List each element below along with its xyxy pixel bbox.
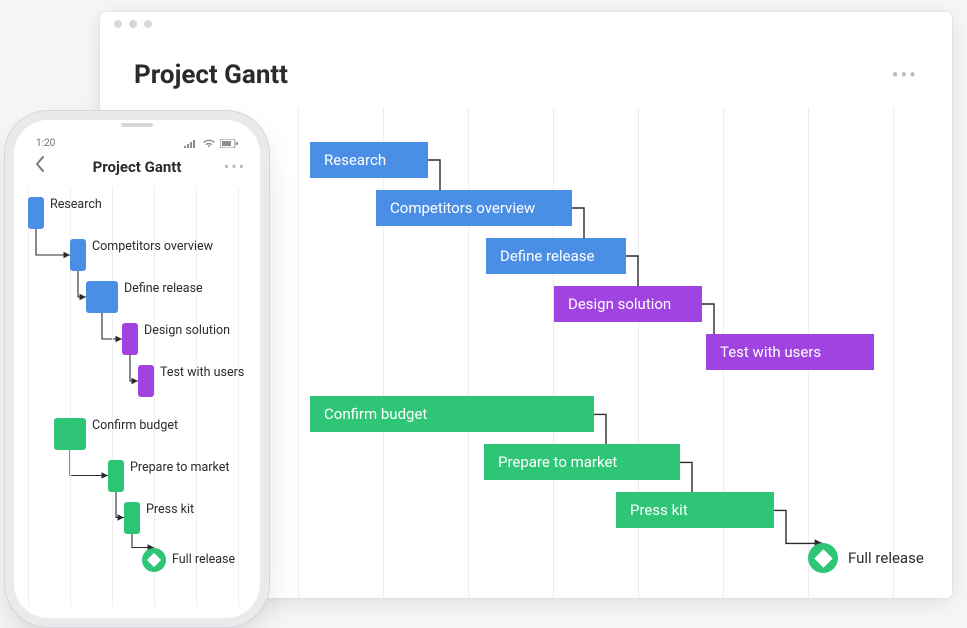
traffic-dot [129, 20, 137, 28]
gantt-task-bar[interactable] [124, 502, 140, 534]
task-label: Prepare to market [130, 460, 229, 475]
phone-more-button[interactable]: ••• [224, 157, 244, 176]
task-label: Define release [124, 281, 203, 296]
phone-notch-area [14, 120, 260, 132]
task-label: Confirm budget [324, 405, 427, 423]
gantt-task-bar[interactable]: Design solution [554, 286, 702, 322]
status-time: 1:20 [36, 138, 55, 149]
chevron-left-icon [35, 156, 45, 172]
phone-page-title: Project Gantt [93, 158, 182, 176]
phone-device: 1:20 Project Gantt ••• Research Competito… [14, 120, 260, 618]
task-label: Competitors overview [390, 199, 535, 217]
battery-icon [220, 139, 238, 148]
signal-icon [184, 139, 198, 148]
task-label: Define release [500, 247, 594, 265]
task-label: Prepare to market [498, 453, 617, 471]
milestone[interactable]: Full release [808, 543, 924, 573]
phone-status-bar: 1:20 [14, 132, 260, 154]
task-label: Competitors overview [92, 239, 213, 254]
gantt-task-bar[interactable] [108, 460, 124, 492]
gantt-task-bar[interactable]: Prepare to market [484, 444, 680, 480]
milestone-label: Full release [172, 552, 235, 567]
milestone-icon [808, 543, 838, 573]
task-label: Test with users [720, 343, 821, 361]
status-icons [184, 139, 238, 148]
task-label: Research [50, 197, 102, 212]
gantt-task-bar[interactable] [54, 418, 86, 450]
gantt-task-bar[interactable] [28, 197, 44, 229]
phone-gantt-chart: Research Competitors overview Define relea… [14, 187, 260, 607]
task-label: Press kit [146, 502, 194, 517]
gantt-task-bar[interactable]: Define release [486, 238, 626, 274]
traffic-dot [144, 20, 152, 28]
phone-speaker [107, 120, 167, 130]
gantt-task-bar[interactable] [138, 365, 154, 397]
task-label: Test with users [160, 365, 244, 380]
task-label: Research [324, 151, 386, 169]
window-traffic-lights [100, 12, 952, 36]
gantt-task-bar[interactable]: Confirm budget [310, 396, 594, 432]
gantt-task-bar[interactable]: Research [310, 142, 428, 178]
page-title: Project Gantt [134, 60, 288, 90]
task-label: Design solution [568, 295, 671, 313]
traffic-dot [114, 20, 122, 28]
task-label: Design solution [144, 323, 230, 338]
back-button[interactable] [30, 156, 50, 177]
gantt-task-bar[interactable] [70, 239, 86, 271]
gantt-task-bar[interactable]: Test with users [706, 334, 874, 370]
gantt-task-bar[interactable] [122, 323, 138, 355]
gantt-task-bar[interactable]: Competitors overview [376, 190, 572, 226]
gantt-task-bar[interactable] [86, 281, 118, 313]
window-header: Project Gantt ••• [100, 36, 952, 96]
phone-header: Project Gantt ••• [14, 154, 260, 183]
task-label: Press kit [630, 501, 688, 519]
more-menu-button[interactable]: ••• [892, 63, 918, 87]
gantt-task-bar[interactable]: Press kit [616, 492, 774, 528]
milestone-icon[interactable] [142, 548, 166, 572]
milestone-label: Full release [848, 549, 924, 567]
wifi-icon [202, 139, 216, 148]
task-label: Confirm budget [92, 418, 178, 433]
